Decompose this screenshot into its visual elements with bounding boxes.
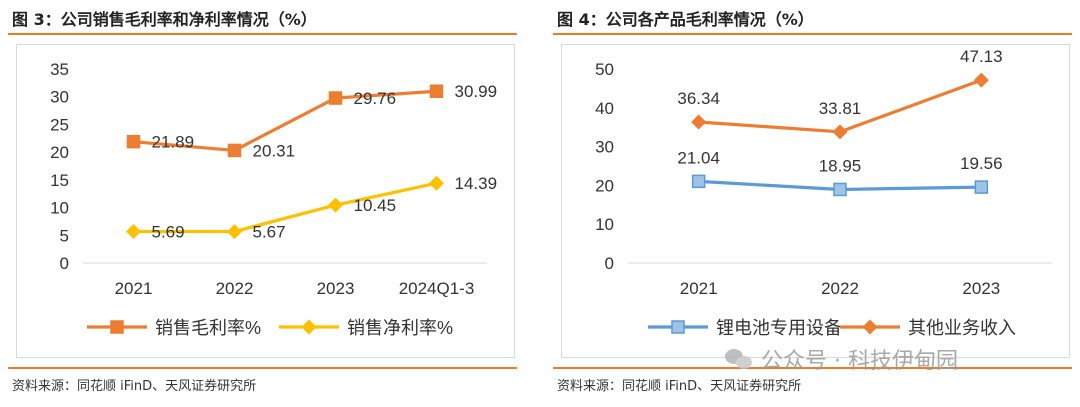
watermark-text: 公众号 · 科技伊甸园 [761, 349, 958, 374]
legend-marker-square [671, 320, 685, 334]
left-chart-title: 图 3：公司销售毛利率和净利率情况（%） [12, 10, 317, 29]
data-label: 10.45 [354, 196, 397, 215]
y-tick-label: 30 [595, 138, 614, 157]
data-point-square [974, 180, 989, 194]
legend-marker-diamond [301, 319, 317, 335]
right-chart-svg: 0 10 20 30 40 50 2021 2022 2023 21.04 18.95 19.56 36… [595, 47, 1052, 338]
y-tick-label: 35 [50, 60, 69, 79]
y-tick-label: 25 [50, 115, 69, 134]
x-tick-label: 2024Q1-3 [399, 279, 475, 298]
data-label: 19.56 [960, 154, 1003, 173]
series-line-0 [133, 89, 437, 153]
x-tick-label: 2021 [115, 279, 153, 298]
data-point-square [429, 84, 444, 98]
y-tick-label: 40 [595, 99, 614, 118]
data-label: 30.99 [455, 82, 498, 101]
right-title-rule [553, 33, 1072, 35]
data-label: 29.76 [354, 89, 397, 108]
wechat-icon [725, 347, 755, 371]
data-label: 21.89 [152, 133, 195, 152]
left-chart-area: 0 5 10 15 20 25 30 35 2021 2022 2023 2024Q1-3 21.89 2… [16, 44, 515, 358]
data-label: 20.31 [253, 141, 296, 160]
legend-label: 销售毛利率% [155, 318, 261, 338]
left-source-note: 资料来源：同花顺 iFinD、天风证券研究所 [12, 379, 257, 394]
data-label: 47.13 [960, 47, 1003, 66]
x-tick-label: 2023 [962, 279, 1000, 298]
right-chart-title: 图 4：公司各产品毛利率情况（%） [557, 10, 814, 29]
x-tick-label: 2021 [680, 279, 718, 298]
y-tick-label: 0 [605, 254, 614, 273]
data-point-square [328, 91, 343, 105]
x-tick-label: 2022 [821, 279, 859, 298]
right-source-note: 资料来源：同花顺 iFinD、天风证券研究所 [557, 379, 802, 394]
right-chart-area: 0 10 20 30 40 50 2021 2022 2023 21.04 18.95 19.56 36… [561, 44, 1070, 358]
y-tick-label: 0 [60, 254, 69, 273]
watermark: 公众号 · 科技伊甸园 [725, 343, 958, 375]
data-point-square [691, 174, 706, 189]
legend-label: 锂电池专用设备 [716, 318, 842, 338]
y-tick-label: 20 [50, 143, 69, 162]
left-panel: 图 3：公司销售毛利率和净利率情况（%） 0 5 10 15 20 25 30 35 2021 2… [0, 0, 525, 407]
data-point-diamond [227, 224, 242, 240]
left-chart-svg: 0 5 10 15 20 25 30 35 2021 2022 2023 2024Q1-3 21.89 2… [50, 60, 498, 338]
series-line-1 [133, 181, 437, 234]
y-tick-label: 50 [595, 60, 614, 79]
x-tick-label: 2022 [216, 279, 254, 298]
data-point-square [227, 143, 242, 158]
data-label: 5.67 [253, 223, 286, 242]
data-point-diamond [126, 223, 141, 239]
data-label: 36.34 [677, 89, 720, 108]
left-source-rule [8, 367, 517, 369]
right-panel: 图 4：公司各产品毛利率情况（%） 0 10 20 30 40 50 2021 2022 202… [545, 0, 1080, 407]
data-point-diamond [832, 124, 848, 140]
y-tick-label: 10 [595, 215, 614, 234]
data-point-square [833, 182, 847, 197]
data-point-diamond [429, 175, 444, 191]
data-label: 33.81 [819, 99, 862, 118]
left-title-rule [8, 33, 517, 35]
legend-marker-square [110, 320, 124, 334]
y-tick-label: 20 [595, 176, 614, 195]
data-point-diamond [328, 197, 343, 213]
y-tick-label: 15 [50, 171, 69, 190]
y-tick-label: 30 [50, 88, 69, 107]
legend-marker-diamond [862, 319, 878, 335]
data-label: 21.04 [677, 148, 720, 167]
x-tick-label: 2023 [317, 279, 355, 298]
data-point-diamond [973, 72, 989, 88]
data-label: 14.39 [455, 174, 498, 193]
y-tick-label: 10 [50, 199, 69, 218]
legend-label: 销售净利率% [347, 318, 453, 338]
data-point-diamond [691, 114, 707, 130]
data-label: 18.95 [819, 156, 862, 175]
right-source-rule [553, 367, 1072, 369]
y-tick-label: 5 [60, 226, 69, 245]
data-point-square [126, 134, 141, 149]
data-label: 5.69 [152, 222, 185, 241]
legend-label: 其他业务收入 [908, 318, 1016, 338]
